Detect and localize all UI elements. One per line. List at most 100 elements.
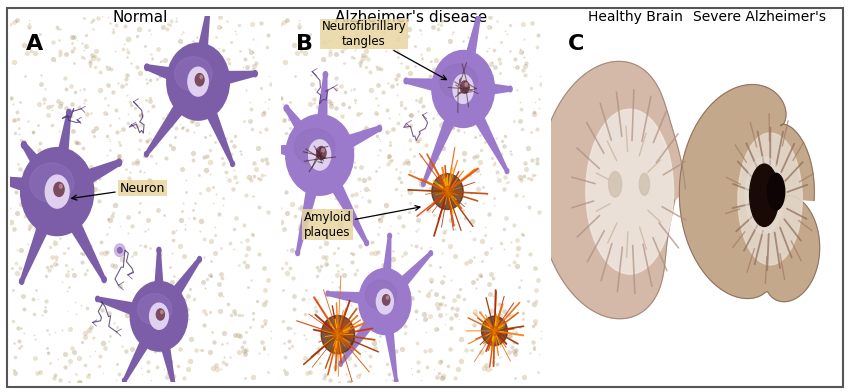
Ellipse shape: [482, 316, 507, 346]
Ellipse shape: [387, 296, 388, 299]
Ellipse shape: [429, 251, 433, 256]
Ellipse shape: [157, 247, 161, 253]
Polygon shape: [154, 257, 201, 323]
Ellipse shape: [200, 75, 202, 79]
Text: Alzheimer's disease: Alzheimer's disease: [335, 10, 488, 25]
Ellipse shape: [172, 384, 176, 389]
Polygon shape: [197, 71, 255, 92]
Ellipse shape: [422, 181, 425, 186]
Ellipse shape: [366, 280, 397, 310]
Ellipse shape: [296, 250, 299, 256]
Ellipse shape: [174, 56, 212, 91]
Polygon shape: [679, 85, 819, 302]
Ellipse shape: [738, 133, 802, 265]
Polygon shape: [405, 78, 464, 99]
Ellipse shape: [439, 64, 477, 99]
Ellipse shape: [461, 81, 469, 93]
Ellipse shape: [196, 74, 204, 86]
Text: Neuron: Neuron: [71, 181, 165, 200]
Text: A: A: [26, 34, 43, 54]
Ellipse shape: [21, 142, 26, 149]
Polygon shape: [457, 83, 508, 172]
Polygon shape: [379, 300, 398, 381]
Ellipse shape: [478, 9, 482, 15]
Polygon shape: [378, 236, 392, 303]
Ellipse shape: [0, 176, 3, 183]
Ellipse shape: [122, 378, 127, 383]
Ellipse shape: [60, 184, 62, 188]
Polygon shape: [538, 62, 685, 319]
Ellipse shape: [432, 174, 463, 209]
Ellipse shape: [359, 269, 411, 334]
Ellipse shape: [453, 74, 473, 103]
Polygon shape: [0, 176, 59, 203]
Ellipse shape: [443, 186, 452, 197]
Text: Amyloid
plaques: Amyloid plaques: [303, 206, 420, 239]
Ellipse shape: [768, 173, 785, 210]
Text: Normal: Normal: [112, 10, 168, 25]
Ellipse shape: [326, 291, 330, 296]
Polygon shape: [456, 11, 482, 92]
Ellipse shape: [286, 114, 354, 195]
Ellipse shape: [465, 83, 468, 86]
Ellipse shape: [253, 71, 258, 76]
Polygon shape: [123, 310, 164, 382]
Ellipse shape: [96, 296, 99, 301]
Ellipse shape: [294, 129, 335, 165]
Polygon shape: [422, 84, 469, 185]
Ellipse shape: [54, 182, 64, 196]
Polygon shape: [190, 9, 211, 84]
Polygon shape: [152, 250, 166, 316]
Ellipse shape: [377, 289, 394, 314]
Ellipse shape: [321, 316, 354, 354]
Ellipse shape: [207, 7, 211, 13]
Polygon shape: [339, 295, 389, 365]
Polygon shape: [20, 186, 65, 283]
Polygon shape: [48, 112, 71, 194]
Text: Severe Alzheimer's: Severe Alzheimer's: [693, 10, 825, 24]
Ellipse shape: [144, 64, 150, 71]
Ellipse shape: [20, 148, 94, 236]
Ellipse shape: [639, 173, 649, 195]
Text: Neurofibrillary
tangles: Neurofibrillary tangles: [321, 20, 446, 80]
Ellipse shape: [750, 164, 779, 227]
Ellipse shape: [156, 309, 164, 320]
Ellipse shape: [316, 147, 326, 160]
Ellipse shape: [138, 294, 172, 325]
Ellipse shape: [117, 247, 122, 253]
Polygon shape: [296, 152, 327, 254]
Ellipse shape: [230, 161, 235, 167]
Ellipse shape: [508, 86, 513, 92]
Polygon shape: [273, 144, 320, 166]
Ellipse shape: [144, 152, 148, 157]
Polygon shape: [381, 251, 432, 309]
Text: B: B: [296, 34, 313, 54]
Ellipse shape: [161, 310, 163, 314]
Polygon shape: [50, 185, 106, 281]
Ellipse shape: [586, 109, 673, 274]
Ellipse shape: [30, 163, 74, 203]
Ellipse shape: [365, 240, 369, 246]
Polygon shape: [191, 76, 234, 165]
Polygon shape: [463, 79, 510, 99]
Ellipse shape: [270, 145, 275, 151]
Ellipse shape: [609, 171, 621, 197]
Ellipse shape: [167, 43, 230, 120]
Ellipse shape: [332, 328, 343, 340]
Ellipse shape: [321, 148, 325, 152]
Ellipse shape: [116, 159, 122, 166]
Ellipse shape: [20, 278, 24, 284]
Ellipse shape: [284, 105, 289, 112]
Ellipse shape: [377, 125, 382, 132]
Ellipse shape: [323, 72, 327, 78]
Polygon shape: [285, 106, 326, 163]
Ellipse shape: [339, 361, 343, 366]
Ellipse shape: [505, 169, 509, 174]
Ellipse shape: [66, 109, 71, 116]
Ellipse shape: [45, 175, 69, 208]
Ellipse shape: [198, 256, 201, 262]
Polygon shape: [146, 64, 200, 92]
Ellipse shape: [394, 378, 398, 383]
Ellipse shape: [102, 277, 106, 283]
Ellipse shape: [188, 67, 208, 96]
